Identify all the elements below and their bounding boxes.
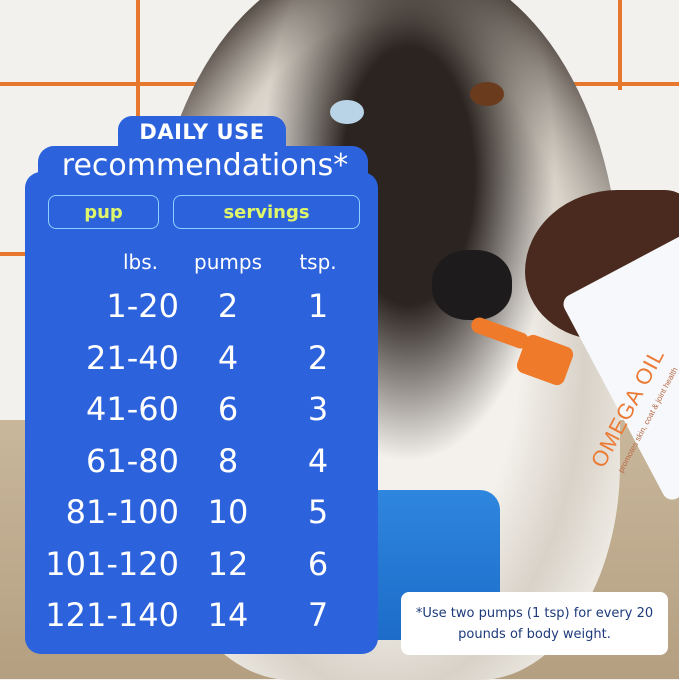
table-row: 121-140 14 7	[0, 596, 400, 636]
weight-range: 81-100	[65, 493, 179, 531]
pumps-value: 12	[207, 544, 249, 583]
weight-range: 61-80	[86, 441, 179, 480]
tile-grout	[618, 0, 622, 90]
dog-eye	[470, 82, 504, 106]
tsp-value: 6	[307, 544, 329, 583]
weight-range: 121-140	[45, 596, 179, 634]
pumps-value: 4	[217, 338, 239, 377]
footnote: *Use two pumps (1 tsp) for every 20 poun…	[401, 592, 668, 655]
col-tsp: tsp.	[299, 250, 337, 274]
tsp-value: 1	[307, 287, 329, 325]
title-recommendations: recommendations*	[61, 148, 349, 183]
tsp-value: 5	[307, 493, 329, 531]
col-pumps: pumps	[194, 250, 262, 274]
pup-label: pup	[48, 195, 159, 229]
weight-range: 21-40	[86, 338, 179, 377]
dog-eye	[330, 100, 364, 124]
servings-label: servings	[173, 195, 360, 229]
pumps-value: 2	[217, 287, 239, 325]
tsp-value: 7	[307, 596, 329, 634]
col-lbs: lbs.	[122, 250, 158, 274]
tile-grout	[136, 0, 140, 120]
tsp-value: 2	[307, 338, 329, 377]
table-row: 21-40 4 2	[0, 339, 400, 379]
table-row: 61-80 8 4	[0, 442, 400, 482]
weight-range: 1-20	[106, 287, 179, 325]
pumps-value: 6	[217, 390, 239, 428]
pumps-value: 8	[217, 441, 239, 480]
recommendations-panel	[25, 172, 378, 654]
title-daily-use: DAILY USE	[139, 120, 265, 144]
weight-range: 101-120	[45, 544, 179, 583]
table-row: 41-60 6 3	[0, 390, 400, 430]
tsp-value: 3	[307, 390, 329, 428]
pumps-value: 14	[207, 596, 249, 634]
table-row: 101-120 12 6	[0, 545, 400, 585]
pumps-value: 10	[207, 493, 249, 531]
weight-range: 41-60	[86, 390, 179, 428]
table-row: 81-100 10 5	[0, 493, 400, 533]
dog-nose	[432, 250, 512, 320]
tsp-value: 4	[307, 441, 329, 480]
table-row: 1-20 2 1	[0, 287, 400, 327]
